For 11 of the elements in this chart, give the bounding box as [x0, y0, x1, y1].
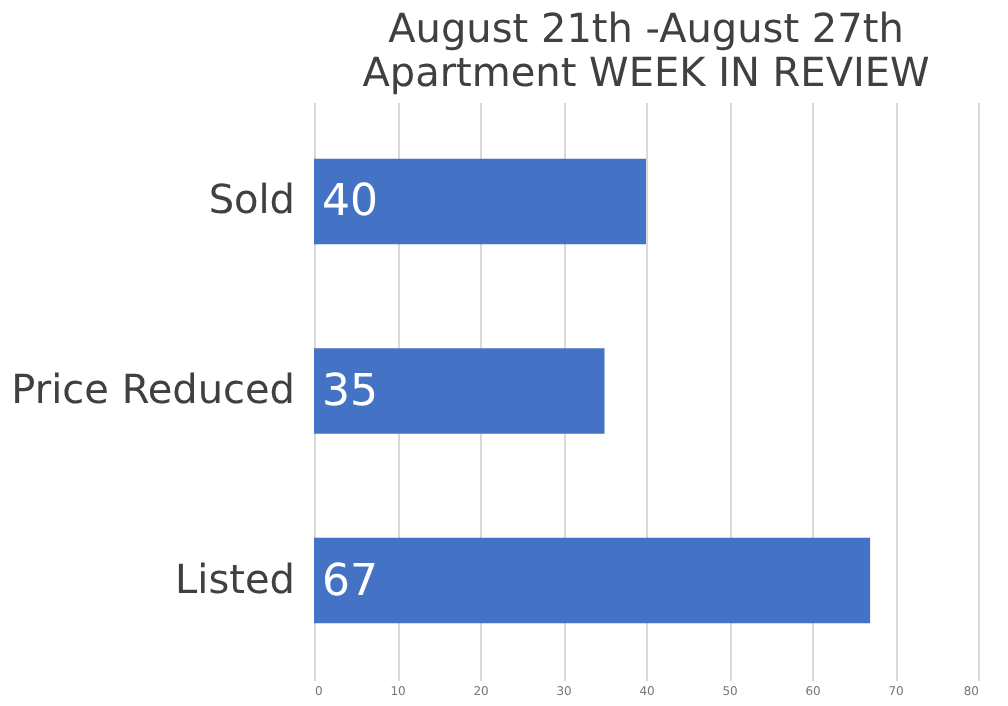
text: August 21th -August 27th	[388, 4, 904, 52]
y-tick-label: Listed	[175, 554, 295, 603]
text: Apartment WEEK IN REVIEW	[362, 48, 930, 96]
bar	[314, 537, 871, 624]
bar	[314, 158, 646, 245]
data-label: 35	[322, 367, 378, 417]
y-tick-label: Sold	[208, 175, 295, 224]
bar	[314, 348, 605, 434]
data-label: 40	[322, 177, 378, 228]
data-label: 67	[322, 556, 378, 607]
y-tick-label: Price Reduced	[11, 365, 295, 413]
